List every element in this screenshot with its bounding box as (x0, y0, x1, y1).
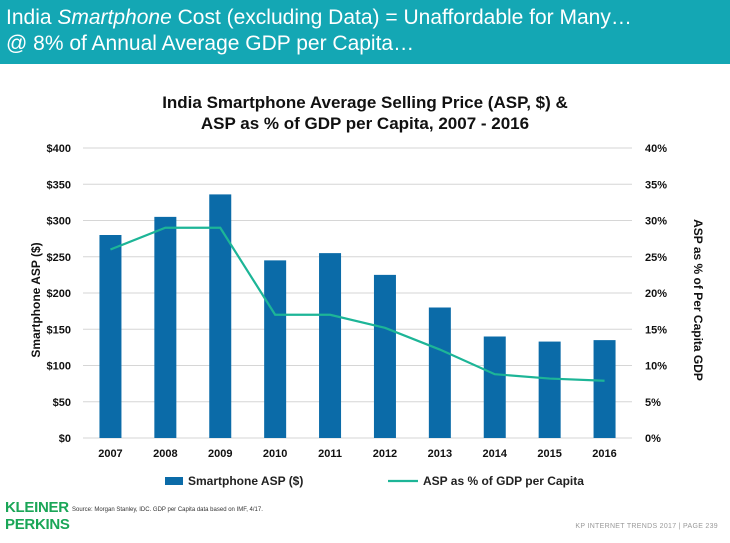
x-axis-labels: 2007 2008 2009 2010 2011 2012 2013 2014 2015 2016 (98, 448, 617, 460)
x-tick-label: 2011 (318, 448, 342, 460)
y2-tick-label: 0% (645, 433, 661, 445)
x-tick-label: 2014 (483, 448, 508, 460)
bar-2012 (373, 274, 396, 438)
right-axis-ticks: 0% 5% 10% 15% 20% 25% 30% 35% 40% (645, 143, 667, 445)
x-tick-label: 2015 (537, 448, 561, 460)
chart-title-line-1: India Smartphone Average Selling Price (… (162, 93, 568, 112)
y2-tick-label: 30% (645, 216, 667, 228)
y-tick-label: $0 (59, 433, 71, 445)
y-tick-label: $150 (47, 324, 71, 336)
y2-tick-label: 35% (645, 179, 667, 191)
x-tick-label: 2008 (153, 448, 177, 460)
x-tick-label: 2013 (428, 448, 452, 460)
y-tick-label: $200 (47, 288, 71, 300)
y-tick-label: $250 (47, 252, 71, 264)
x-tick-label: 2012 (373, 448, 397, 460)
y-tick-label: $100 (47, 361, 71, 373)
x-tick-label: 2007 (98, 448, 122, 460)
bar-2011 (319, 253, 342, 438)
left-axis-ticks: $0 $50 $100 $150 $200 $250 $300 $350 $400 (47, 143, 71, 445)
bar-2015 (538, 341, 561, 438)
bar-2008 (154, 216, 177, 438)
y-tick-label: $400 (47, 143, 71, 155)
y2-tick-label: 10% (645, 361, 667, 373)
y-tick-label: $300 (47, 216, 71, 228)
y2-tick-label: 25% (645, 252, 667, 264)
legend: Smartphone ASP ($) ASP as % of GDP per C… (165, 474, 584, 488)
y-tick-label: $350 (47, 179, 71, 191)
kleiner-perkins-logo: KLEINER PERKINS (5, 499, 70, 533)
bar-2016 (593, 340, 616, 438)
y2-tick-label: 15% (645, 324, 667, 336)
chart-title: India Smartphone Average Selling Price (… (0, 92, 730, 134)
y-tick-label: $50 (53, 397, 71, 409)
legend-line-label: ASP as % of GDP per Capita (423, 474, 584, 488)
slide-title-line-1: India Smartphone Cost (excluding Data) =… (6, 6, 632, 29)
bar-2010 (264, 260, 287, 438)
y2-tick-label: 20% (645, 288, 667, 300)
slide-header: India Smartphone Cost (excluding Data) =… (0, 0, 730, 64)
legend-bar-label: Smartphone ASP ($) (188, 474, 303, 488)
slide-title-line-2: @ 8% of Annual Average GDP per Capita… (6, 32, 415, 55)
source-note: Source: Morgan Stanley, IDC. GDP per Cap… (72, 507, 263, 513)
page-footer: KP INTERNET TRENDS 2017 | PAGE 239 (575, 523, 718, 530)
chart-title-line-2: ASP as % of GDP per Capita, 2007 - 2016 (200, 114, 530, 133)
y-axis-label: Smartphone ASP ($) (29, 242, 43, 357)
bar-2013 (428, 307, 451, 438)
bar-2009 (209, 194, 232, 438)
bar-series (99, 194, 616, 438)
bar-2007 (99, 235, 122, 438)
x-tick-label: 2010 (263, 448, 287, 460)
y2-tick-label: 40% (645, 143, 667, 155)
bar-2014 (483, 336, 506, 438)
x-tick-label: 2009 (208, 448, 232, 460)
y2-tick-label: 5% (645, 397, 661, 409)
y2-axis-label: ASP as % of Per Capita GDP (691, 219, 705, 381)
gdp-share-line (110, 226, 605, 382)
x-tick-label: 2016 (592, 448, 616, 460)
legend-bar-swatch (165, 477, 183, 485)
